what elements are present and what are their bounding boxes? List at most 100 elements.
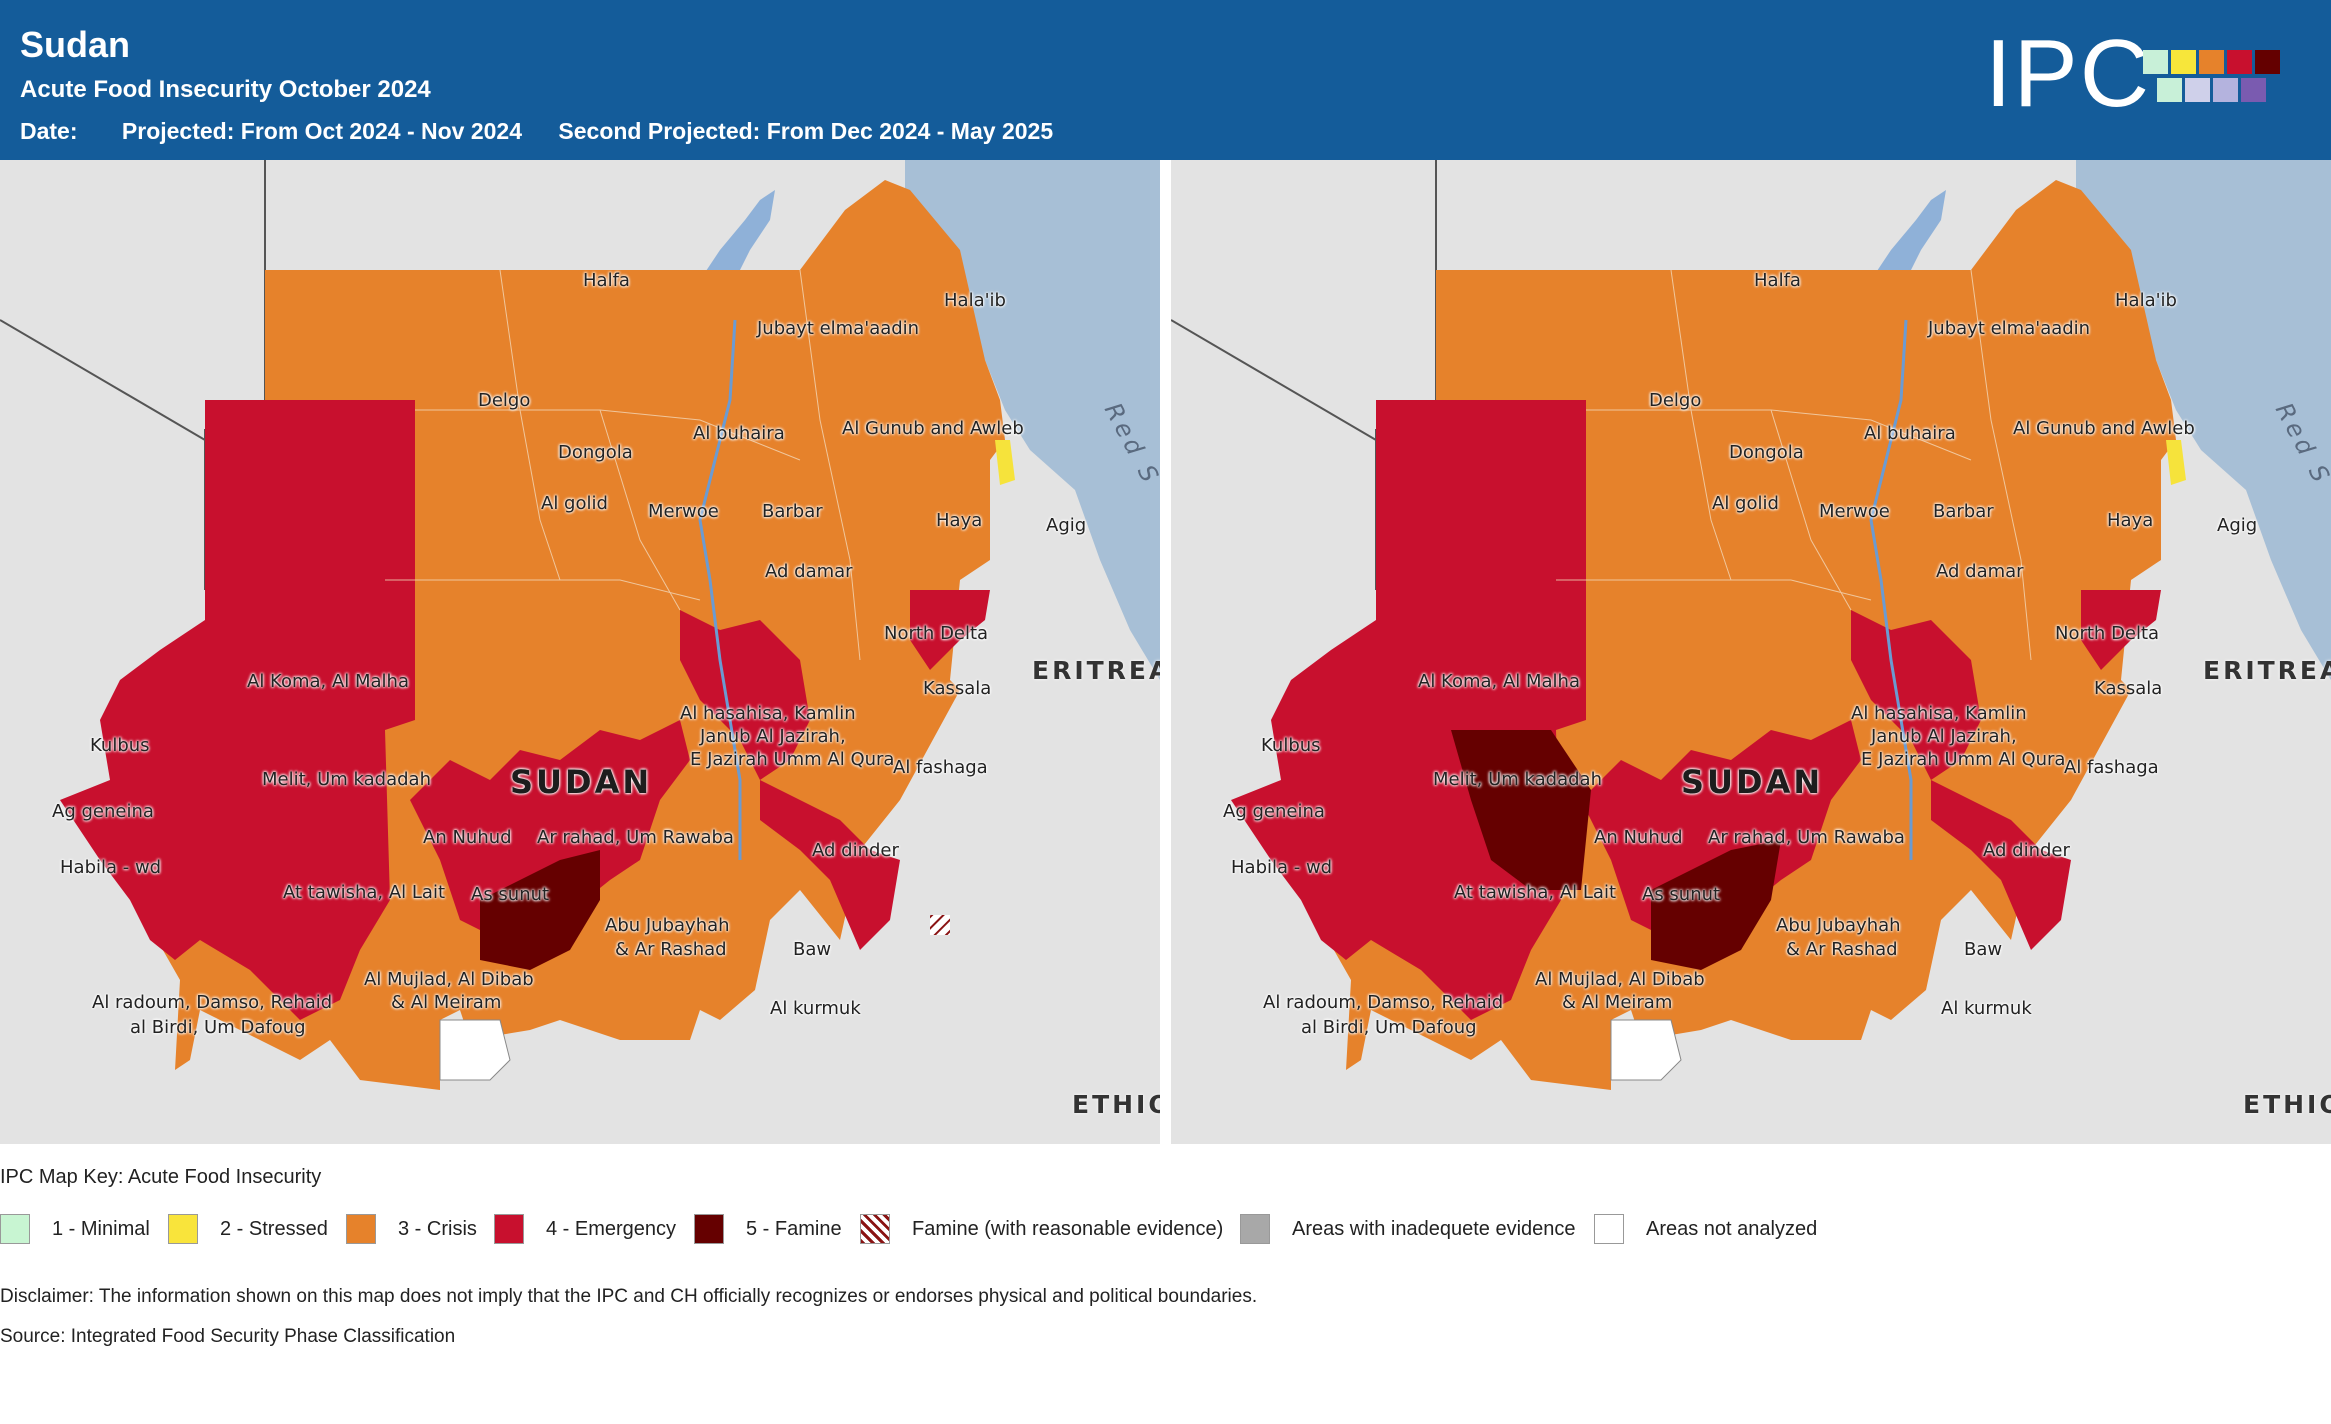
page-subtitle: Acute Food Insecurity October 2024 bbox=[20, 76, 431, 103]
place-label: Habila - wd bbox=[60, 857, 162, 878]
place-label: Al Gunub and Awleb bbox=[2013, 418, 2195, 439]
phase4-emergency-kordofan[interactable] bbox=[1581, 720, 1861, 940]
place-label: Al radoum, Damso, Rehaid bbox=[1263, 992, 1504, 1013]
legend-swatch bbox=[168, 1214, 198, 1244]
legend-swatch bbox=[0, 1214, 30, 1244]
place-label: Melit, Um kadadah bbox=[262, 769, 431, 790]
legend-label: Famine (with reasonable evidence) bbox=[912, 1218, 1224, 1240]
place-label: Melit, Um kadadah bbox=[1433, 769, 1602, 790]
logo-square bbox=[2185, 78, 2210, 102]
place-label: Janub Al Jazirah, bbox=[700, 726, 846, 747]
place-label: & Al Meiram bbox=[391, 992, 502, 1013]
place-label: Abu Jubayhah bbox=[605, 915, 730, 936]
map-canvas[interactable] bbox=[0, 160, 1160, 1144]
famine-hatch-marker bbox=[930, 915, 950, 935]
river-nile bbox=[698, 319, 742, 860]
place-label: Al kurmuk bbox=[770, 998, 861, 1019]
legend-swatch bbox=[494, 1214, 524, 1244]
border-line bbox=[0, 319, 206, 441]
neighbor-label-eritrea: ERITREA bbox=[1032, 656, 1160, 685]
place-label: Barbar bbox=[762, 501, 823, 522]
place-label: Dongola bbox=[558, 442, 633, 463]
place-label: Al Mujlad, Al Dibab bbox=[1535, 969, 1705, 990]
legend-label: 4 - Emergency bbox=[546, 1218, 677, 1240]
place-label: Halfa bbox=[583, 270, 630, 291]
place-label: Al fashaga bbox=[2064, 757, 2159, 778]
place-label: Agig bbox=[2217, 515, 2258, 536]
phase4-emergency-darfur[interactable] bbox=[1231, 400, 1586, 1020]
phase4-emergency-north-delta[interactable] bbox=[2081, 590, 2161, 670]
phase4-emergency-sennar[interactable] bbox=[760, 780, 900, 950]
place-label: Baw bbox=[793, 939, 832, 960]
neighbor-label-eritrea: ERITREA bbox=[2203, 656, 2331, 685]
header: Sudan Acute Food Insecurity October 2024… bbox=[0, 0, 2331, 160]
neighbor-label-ethiopia: ETHIO bbox=[1072, 1090, 1160, 1119]
neighbor-label-ethiopia: ETHIO bbox=[2243, 1090, 2331, 1119]
phase5-famine-region[interactable] bbox=[1651, 840, 1781, 970]
source-note: Source: Integrated Food Security Phase C… bbox=[0, 1326, 456, 1347]
map-second-projected[interactable]: SUDAN ERITREA ETHIO Red S Halfa Hala'ib … bbox=[1171, 160, 2331, 1144]
place-label: Ag geneina bbox=[1223, 801, 1325, 822]
place-label: Al hasahisa, Kamlin bbox=[680, 703, 856, 724]
river-nile bbox=[1869, 319, 1913, 860]
place-label: Al buhaira bbox=[693, 423, 785, 444]
logo-square bbox=[2255, 50, 2280, 74]
legend-label: Areas not analyzed bbox=[1646, 1218, 1818, 1240]
phase4-emergency-gezira[interactable] bbox=[1851, 610, 1981, 780]
logo-square bbox=[2171, 50, 2196, 74]
legend-title: IPC Map Key: Acute Food Insecurity bbox=[0, 1166, 322, 1188]
legend-swatch bbox=[1240, 1214, 1270, 1244]
district-boundaries bbox=[1556, 269, 2032, 661]
place-label: & Al Meiram bbox=[1562, 992, 1673, 1013]
district-boundaries bbox=[385, 269, 861, 661]
place-label: Jubayt elma'aadin bbox=[757, 318, 920, 339]
place-label: Barbar bbox=[1933, 501, 1994, 522]
second-projected-period: Second Projected: From Dec 2024 - May 20… bbox=[558, 118, 1054, 144]
phase2-stressed-region[interactable] bbox=[2166, 440, 2186, 485]
place-label: North Delta bbox=[2055, 623, 2160, 644]
legend-label: 3 - Crisis bbox=[398, 1218, 477, 1240]
logo-square bbox=[2213, 78, 2238, 102]
legend-label: 1 - Minimal bbox=[52, 1218, 150, 1240]
place-label: & Ar Rashad bbox=[615, 939, 727, 960]
legend-swatch bbox=[694, 1214, 724, 1244]
place-label: Merwoe bbox=[1819, 501, 1890, 522]
place-label: An Nuhud bbox=[1594, 827, 1683, 848]
legend-label: 2 - Stressed bbox=[220, 1218, 328, 1240]
country-label: SUDAN bbox=[510, 763, 653, 801]
phase5-famine-region[interactable] bbox=[480, 850, 600, 970]
logo-square bbox=[2227, 50, 2252, 74]
place-label: Hala'ib bbox=[944, 290, 1006, 311]
place-label: As sunut bbox=[1642, 884, 1721, 905]
place-label: Ad damar bbox=[1936, 561, 2024, 582]
phase4-emergency-kordofan[interactable] bbox=[410, 720, 690, 940]
disclaimer: Disclaimer: The information shown on thi… bbox=[0, 1286, 1258, 1307]
place-label: Dongola bbox=[1729, 442, 1804, 463]
place-label: & Ar Rashad bbox=[1786, 939, 1898, 960]
place-label: Merwoe bbox=[648, 501, 719, 522]
projected-period: Projected: From Oct 2024 - Nov 2024 bbox=[121, 118, 523, 144]
place-label: Ad dinder bbox=[812, 840, 899, 861]
phase4-emergency-gezira[interactable] bbox=[680, 610, 810, 780]
place-label: As sunut bbox=[471, 884, 550, 905]
phase2-stressed-region[interactable] bbox=[995, 440, 1015, 485]
place-label: Kassala bbox=[923, 678, 992, 699]
legend: 1 - Minimal 2 - Stressed 3 - Crisis 4 - … bbox=[0, 1214, 2331, 1246]
phase5-famine-region[interactable] bbox=[1451, 730, 1591, 890]
legend-swatch-hatch bbox=[860, 1214, 890, 1244]
not-analyzed-region bbox=[439, 1019, 511, 1081]
logo-square bbox=[2241, 78, 2266, 102]
border-line bbox=[1171, 319, 1377, 441]
place-label: At tawisha, Al Lait bbox=[1454, 882, 1616, 903]
phase4-emergency-sennar[interactable] bbox=[1931, 780, 2071, 950]
map-canvas[interactable] bbox=[1171, 160, 2331, 1144]
place-label: Al hasahisa, Kamlin bbox=[1851, 703, 2027, 724]
place-label: Delgo bbox=[1649, 390, 1702, 411]
phase4-emergency-north-delta[interactable] bbox=[910, 590, 990, 670]
phase4-emergency-darfur[interactable] bbox=[60, 400, 415, 1020]
map-projected[interactable]: SUDAN ERITREA ETHIO Red S Halfa Hala'ib … bbox=[0, 160, 1160, 1144]
place-label: Hala'ib bbox=[2115, 290, 2177, 311]
place-label: Al Koma, Al Malha bbox=[247, 671, 409, 692]
place-label: Al golid bbox=[541, 493, 608, 514]
page-title: Sudan bbox=[20, 24, 131, 65]
